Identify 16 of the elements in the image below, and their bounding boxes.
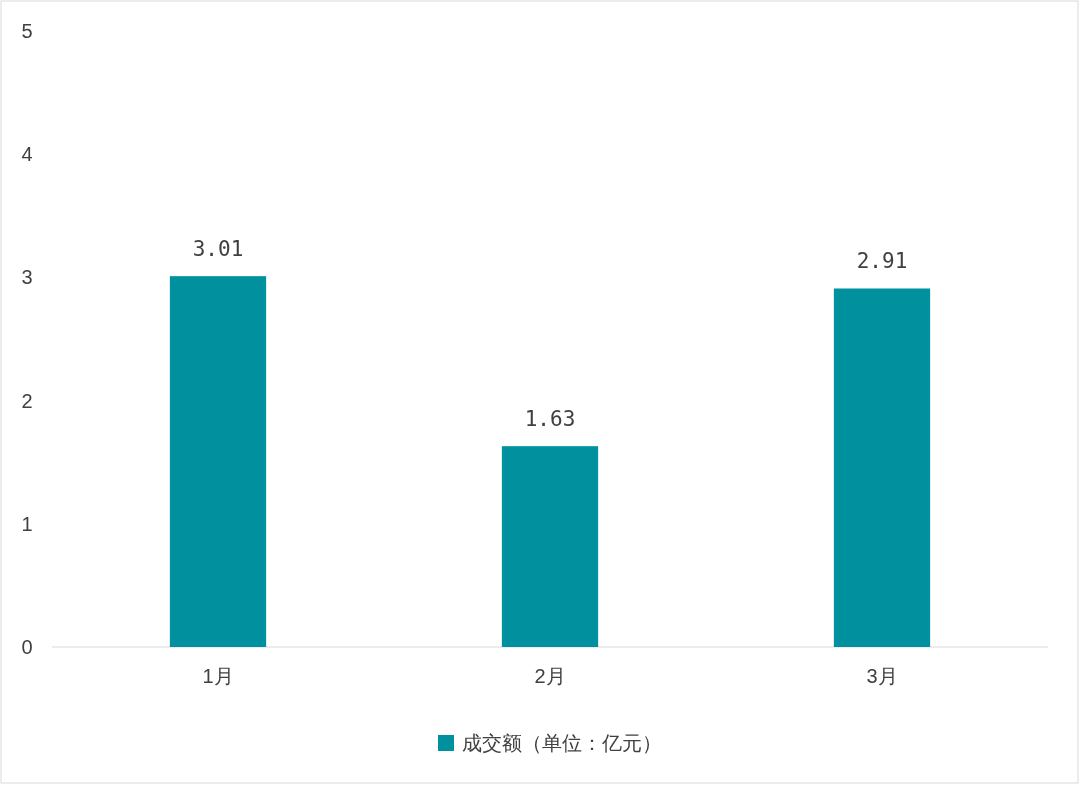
bar (501, 446, 599, 647)
y-tick-label: 3 (21, 266, 33, 289)
legend-label: 成交额（单位：亿元） (462, 731, 662, 755)
x-tick-label: 3月 (866, 665, 898, 688)
bar (169, 276, 267, 647)
data-label: 1.63 (524, 407, 576, 432)
data-label: 2.91 (856, 249, 908, 274)
data-label: 3.01 (192, 237, 244, 262)
y-tick-label: 1 (21, 512, 33, 535)
y-tick-label: 0 (21, 635, 33, 658)
x-tick-label: 2月 (534, 665, 566, 688)
y-tick-label: 4 (21, 143, 33, 166)
bar (833, 288, 931, 647)
x-tick-label: 1月 (202, 665, 234, 688)
y-tick-label: 5 (21, 19, 33, 42)
y-tick-label: 2 (21, 389, 33, 412)
